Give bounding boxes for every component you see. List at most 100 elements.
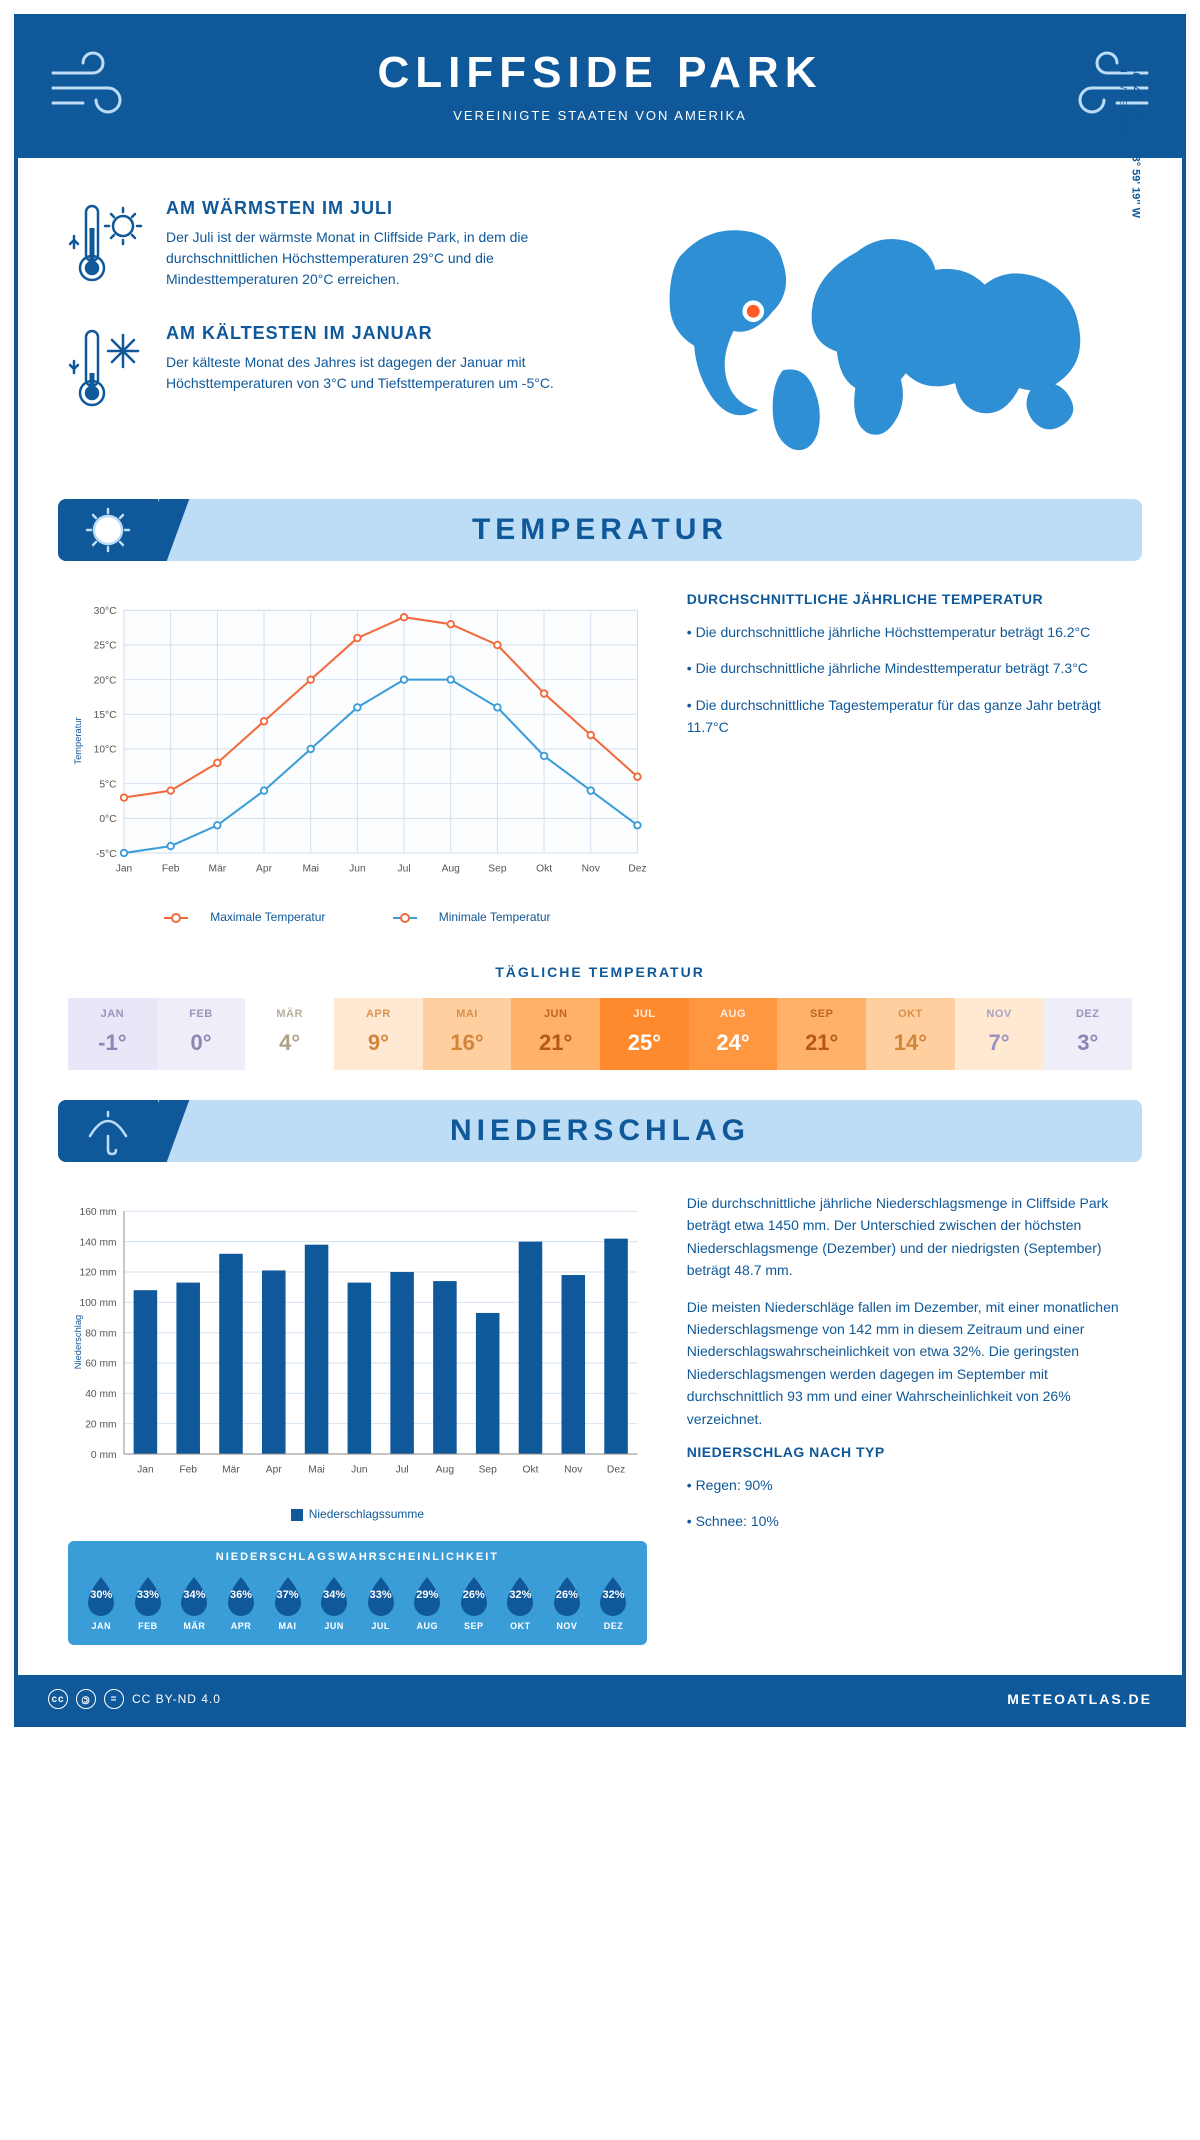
- probability-cell: 34%MÄR: [171, 1573, 218, 1631]
- svg-text:120 mm: 120 mm: [80, 1268, 117, 1279]
- legend-max-label: Maximale Temperatur: [210, 910, 325, 924]
- svg-text:Jun: Jun: [349, 864, 366, 875]
- precip-type-title: NIEDERSCHLAG NACH TYP: [687, 1444, 1132, 1460]
- temp-cell: APR9°: [334, 998, 423, 1070]
- temp-legend: .sw:nth-child(1)::before{border-color:#f…: [68, 910, 647, 924]
- fact-cold-text: AM KÄLTESTEN IM JANUAR Der kälteste Mona…: [166, 323, 610, 418]
- section-head-temperature: TEMPERATUR: [58, 499, 1142, 561]
- svg-text:Mär: Mär: [222, 1465, 240, 1476]
- temp-cell: FEB0°: [157, 998, 246, 1070]
- coordinates: 40° 49' 18'' N — 73° 59' 19'' W NEW JERS…: [1118, 66, 1142, 218]
- temp-cell: JUN21°: [511, 998, 600, 1070]
- svg-text:Apr: Apr: [256, 864, 273, 875]
- svg-text:Aug: Aug: [436, 1465, 455, 1476]
- svg-text:25°C: 25°C: [94, 641, 118, 652]
- temp-cell: OKT14°: [866, 998, 955, 1070]
- state-label: NEW JERSEY: [1119, 66, 1129, 135]
- cc-icon: cc: [48, 1689, 68, 1709]
- temp-sidebar-title: DURCHSCHNITTLICHE JÄHRLICHE TEMPERATUR: [687, 591, 1132, 607]
- probability-cell: 33%JUL: [357, 1573, 404, 1631]
- svg-text:Feb: Feb: [162, 864, 180, 875]
- precipitation-bar-chart: 0 mm20 mm40 mm60 mm80 mm100 mm120 mm140 …: [68, 1192, 647, 1492]
- svg-text:100 mm: 100 mm: [80, 1298, 117, 1309]
- temp-cell: SEP21°: [777, 998, 866, 1070]
- svg-text:-5°C: -5°C: [96, 849, 117, 860]
- temperature-text-column: DURCHSCHNITTLICHE JÄHRLICHE TEMPERATUR •…: [687, 591, 1132, 924]
- temp-cell: NOV7°: [955, 998, 1044, 1070]
- precip-para1: Die durchschnittliche jährliche Niedersc…: [687, 1192, 1132, 1282]
- temperature-chart-column: -5°C0°C5°C10°C15°C20°C25°C30°CJanFebMärA…: [68, 591, 647, 924]
- fact-warm-title: AM WÄRMSTEN IM JULI: [166, 198, 610, 219]
- temp-cell: AUG24°: [689, 998, 778, 1070]
- facts-column: AM WÄRMSTEN IM JULI Der Juli ist der wär…: [68, 198, 610, 459]
- temp-bullet: • Die durchschnittliche Tagestemperatur …: [687, 694, 1132, 739]
- probability-title: NIEDERSCHLAGSWAHRSCHEINLICHKEIT: [78, 1551, 637, 1563]
- svg-text:Dez: Dez: [607, 1465, 625, 1476]
- intro-row: AM WÄRMSTEN IM JULI Der Juli ist der wär…: [18, 158, 1182, 479]
- fact-warm: AM WÄRMSTEN IM JULI Der Juli ist der wär…: [68, 198, 610, 293]
- probability-cell: 32%OKT: [497, 1573, 544, 1631]
- section-head-precipitation: NIEDERSCHLAG: [58, 1100, 1142, 1162]
- svg-text:Jul: Jul: [398, 864, 411, 875]
- temp-cell: DEZ3°: [1043, 998, 1132, 1070]
- probability-cell: 29%AUG: [404, 1573, 451, 1631]
- coords-value: 40° 49' 18'' N — 73° 59' 19'' W: [1130, 66, 1142, 218]
- svg-text:Nov: Nov: [564, 1465, 583, 1476]
- map-column: 40° 49' 18'' N — 73° 59' 19'' W NEW JERS…: [640, 198, 1132, 459]
- daily-temp-title: TÄGLICHE TEMPERATUR: [18, 964, 1182, 980]
- precip-para2: Die meisten Niederschläge fallen im Deze…: [687, 1296, 1132, 1430]
- svg-text:0 mm: 0 mm: [91, 1450, 117, 1461]
- site-name: METEOATLAS.DE: [1007, 1691, 1152, 1707]
- fact-cold-body: Der kälteste Monat des Jahres ist dagege…: [166, 352, 610, 394]
- temperature-line-chart: -5°C0°C5°C10°C15°C20°C25°C30°CJanFebMärA…: [68, 591, 647, 891]
- inner-frame: CLIFFSIDE PARK VEREINIGTE STAATEN VON AM…: [14, 14, 1186, 1727]
- thermometer-hot-icon: [68, 198, 148, 293]
- svg-text:Jul: Jul: [396, 1465, 409, 1476]
- svg-text:Mär: Mär: [209, 864, 227, 875]
- svg-text:Apr: Apr: [266, 1465, 283, 1476]
- page-subtitle: VEREINIGTE STAATEN VON AMERIKA: [58, 108, 1142, 123]
- umbrella-icon: [58, 1100, 158, 1162]
- by-icon: 🄯: [76, 1689, 96, 1709]
- probability-row: 30%JAN33%FEB34%MÄR36%APR37%MAI34%JUN33%J…: [78, 1573, 637, 1631]
- precip-type-line: • Regen: 90%: [687, 1474, 1132, 1496]
- sun-icon: [58, 499, 158, 561]
- temp-bullet: • Die durchschnittliche jährliche Mindes…: [687, 657, 1132, 679]
- thermometer-cold-icon: [68, 323, 148, 418]
- svg-text:Jan: Jan: [116, 864, 133, 875]
- precipitation-chart-column: 0 mm20 mm40 mm60 mm80 mm100 mm120 mm140 …: [68, 1192, 647, 1645]
- probability-cell: 26%NOV: [544, 1573, 591, 1631]
- license: cc 🄯 = CC BY-ND 4.0: [48, 1689, 221, 1709]
- svg-text:Mai: Mai: [308, 1465, 325, 1476]
- temp-bullet: • Die durchschnittliche jährliche Höchst…: [687, 621, 1132, 643]
- daily-temp-table: JAN-1°FEB0°MÄR4°APR9°MAI16°JUN21°JUL25°A…: [68, 998, 1132, 1070]
- probability-cell: 34%JUN: [311, 1573, 358, 1631]
- svg-text:Jan: Jan: [137, 1465, 154, 1476]
- probability-cell: 32%DEZ: [590, 1573, 637, 1631]
- fact-warm-body: Der Juli ist der wärmste Monat in Cliffs…: [166, 227, 610, 290]
- page: CLIFFSIDE PARK VEREINIGTE STAATEN VON AM…: [0, 0, 1200, 1741]
- precip-type-list: • Regen: 90%• Schnee: 10%: [687, 1474, 1132, 1533]
- legend-min-label: Minimale Temperatur: [439, 910, 551, 924]
- section-title-temperature: TEMPERATUR: [58, 513, 1142, 547]
- probability-cell: 37%MAI: [264, 1573, 311, 1631]
- svg-text:Sep: Sep: [488, 864, 507, 875]
- temp-cell: JAN-1°: [68, 998, 157, 1070]
- svg-text:Temperatur: Temperatur: [73, 717, 83, 764]
- precipitation-text-column: Die durchschnittliche jährliche Niedersc…: [687, 1192, 1132, 1645]
- footer: cc 🄯 = CC BY-ND 4.0 METEOATLAS.DE: [18, 1675, 1182, 1723]
- temp-cell: MÄR4°: [245, 998, 334, 1070]
- svg-text:5°C: 5°C: [99, 779, 117, 790]
- svg-text:Mai: Mai: [302, 864, 319, 875]
- svg-text:Nov: Nov: [582, 864, 601, 875]
- world-map-icon: [640, 198, 1132, 454]
- fact-cold: AM KÄLTESTEN IM JANUAR Der kälteste Mona…: [68, 323, 610, 418]
- fact-cold-title: AM KÄLTESTEN IM JANUAR: [166, 323, 610, 344]
- temp-bullets: • Die durchschnittliche jährliche Höchst…: [687, 621, 1132, 739]
- probability-cell: 33%FEB: [125, 1573, 172, 1631]
- svg-text:Okt: Okt: [523, 1465, 539, 1476]
- svg-text:160 mm: 160 mm: [80, 1207, 117, 1218]
- svg-text:Niederschlag: Niederschlag: [73, 1315, 83, 1369]
- temp-cell: JUL25°: [600, 998, 689, 1070]
- nd-icon: =: [104, 1689, 124, 1709]
